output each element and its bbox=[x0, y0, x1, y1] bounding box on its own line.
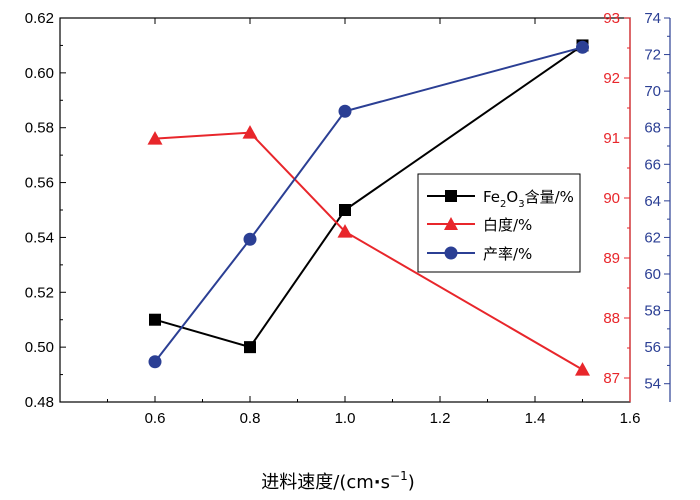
data-point-fe2o3 bbox=[244, 341, 256, 354]
axes-layer: 0.6 0.8 1.0 1.2 1.4 1.6 0.48 0.50 0.52 0.54 0.56 0.… bbox=[25, 10, 671, 427]
data-point-yield bbox=[243, 232, 257, 246]
triangle-marker-icon bbox=[444, 217, 458, 230]
y-right2-tick-label: 70 bbox=[644, 83, 661, 100]
y-left-tick-label: 0.50 bbox=[25, 339, 54, 356]
series-line-whiteness bbox=[154, 131, 584, 371]
series-line-yield bbox=[154, 46, 583, 363]
y-left-tick-label: 0.62 bbox=[25, 10, 54, 27]
legend: Fe2O3含量/% 白度/% 产率/% bbox=[417, 173, 581, 273]
series-layer bbox=[147, 39, 590, 376]
y-left-tick-label: 0.56 bbox=[25, 175, 54, 192]
legend-item-fe2o3: Fe2O3含量/% bbox=[427, 188, 574, 210]
data-point-yield bbox=[338, 104, 352, 118]
x-tick-label: 1.4 bbox=[525, 410, 546, 427]
x-tick-label: 0.6 bbox=[145, 410, 166, 427]
y-right2-tick-label: 54 bbox=[644, 376, 661, 393]
x-axis-label: 进料速度/(cm·s−1) bbox=[261, 469, 415, 493]
y-right1-tick-label: 90 bbox=[603, 190, 620, 207]
y-left-tick-label: 0.48 bbox=[25, 394, 54, 411]
y-right1-tick-label: 89 bbox=[603, 250, 620, 267]
data-point-whiteness bbox=[337, 224, 353, 238]
data-point-whiteness bbox=[242, 125, 258, 139]
x-tick-label: 1.2 bbox=[430, 410, 451, 427]
y-right1-tick-label: 92 bbox=[603, 70, 620, 87]
y-left-tick-label: 0.54 bbox=[25, 229, 54, 246]
y-right2-tick-label: 72 bbox=[644, 47, 661, 64]
legend-item-yield: 产率/% bbox=[427, 245, 532, 263]
x-tick-label: 1.0 bbox=[335, 410, 356, 427]
y-right2-tick-label: 74 bbox=[644, 10, 661, 27]
data-point-fe2o3 bbox=[149, 313, 161, 326]
y-left-tick-label: 0.52 bbox=[25, 284, 54, 301]
y-right1-tick-label: 87 bbox=[603, 370, 620, 387]
x-tick-label: 0.8 bbox=[240, 410, 261, 427]
y-right2-tick-label: 60 bbox=[644, 266, 661, 283]
y-right2-tick-label: 56 bbox=[644, 339, 661, 356]
legend-label-fe2o3: Fe2O3含量/% bbox=[483, 188, 574, 210]
y-left-tick-label: 0.60 bbox=[25, 65, 54, 82]
data-point-whiteness bbox=[147, 131, 163, 145]
y-right2-tick-label: 66 bbox=[644, 156, 661, 173]
y-right1-tick-label: 91 bbox=[603, 130, 620, 147]
y-right2-tick-label: 62 bbox=[644, 229, 661, 246]
y-right2-tick-label: 68 bbox=[644, 120, 661, 137]
legend-label-yield: 产率/% bbox=[483, 245, 532, 263]
data-point-yield bbox=[576, 40, 589, 54]
data-point-whiteness bbox=[575, 362, 590, 376]
y-right1-tick-label: 93 bbox=[603, 10, 620, 27]
series-line-fe2o3 bbox=[154, 44, 584, 349]
x-tick-label: 1.6 bbox=[620, 410, 641, 427]
square-marker-icon bbox=[445, 190, 457, 202]
legend-label-whiteness: 白度/% bbox=[483, 216, 532, 234]
circle-marker-icon bbox=[444, 246, 458, 260]
y-right2-tick-label: 58 bbox=[644, 303, 661, 320]
y-left-tick-label: 0.58 bbox=[25, 120, 54, 137]
data-point-yield bbox=[148, 355, 162, 369]
data-point-fe2o3 bbox=[339, 204, 351, 216]
y-right2-tick-label: 64 bbox=[644, 193, 661, 210]
legend-item-whiteness: 白度/% bbox=[427, 216, 532, 234]
y-right1-tick-label: 88 bbox=[603, 310, 620, 327]
